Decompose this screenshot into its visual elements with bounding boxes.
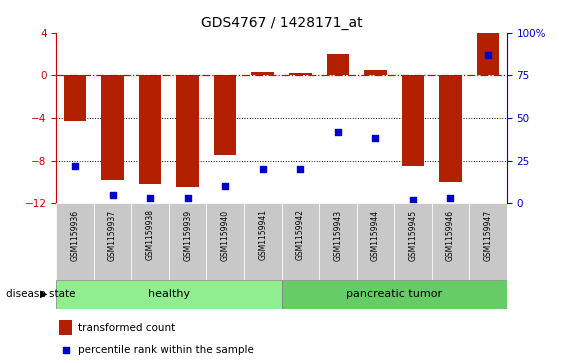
Bar bbox=[131, 203, 169, 280]
Bar bbox=[319, 203, 356, 280]
Bar bbox=[64, 75, 86, 121]
Bar bbox=[432, 203, 469, 280]
Bar bbox=[56, 280, 282, 309]
Bar bbox=[252, 72, 274, 75]
Text: GSM1159942: GSM1159942 bbox=[296, 209, 305, 260]
Bar bbox=[176, 75, 199, 187]
Point bbox=[70, 163, 79, 169]
Bar bbox=[282, 280, 507, 309]
Point bbox=[146, 195, 155, 201]
Point bbox=[258, 166, 267, 172]
Text: GSM1159936: GSM1159936 bbox=[70, 209, 79, 261]
Text: GSM1159943: GSM1159943 bbox=[333, 209, 342, 261]
Text: GSM1159945: GSM1159945 bbox=[408, 209, 417, 261]
Bar bbox=[56, 203, 94, 280]
Point bbox=[108, 192, 117, 197]
Text: pancreatic tumor: pancreatic tumor bbox=[346, 289, 442, 299]
Point bbox=[408, 197, 417, 203]
Bar bbox=[139, 75, 162, 184]
Text: GSM1159939: GSM1159939 bbox=[183, 209, 192, 261]
Text: percentile rank within the sample: percentile rank within the sample bbox=[78, 345, 254, 355]
Text: GSM1159947: GSM1159947 bbox=[484, 209, 493, 261]
Bar bbox=[207, 203, 244, 280]
Bar bbox=[244, 203, 282, 280]
Point bbox=[183, 195, 192, 201]
Bar bbox=[401, 75, 424, 166]
Bar bbox=[327, 54, 349, 75]
Point bbox=[333, 129, 342, 135]
Text: ▶: ▶ bbox=[41, 289, 48, 299]
Text: transformed count: transformed count bbox=[78, 323, 176, 333]
Bar bbox=[469, 203, 507, 280]
Bar bbox=[477, 33, 499, 75]
Bar bbox=[356, 203, 394, 280]
Text: GSM1159946: GSM1159946 bbox=[446, 209, 455, 261]
Point bbox=[371, 135, 380, 141]
Title: GDS4767 / 1428171_at: GDS4767 / 1428171_at bbox=[200, 16, 363, 30]
Point bbox=[446, 195, 455, 201]
Bar bbox=[282, 203, 319, 280]
Bar bbox=[364, 70, 387, 75]
Bar bbox=[439, 75, 462, 182]
Bar bbox=[101, 75, 124, 180]
Text: GSM1159940: GSM1159940 bbox=[221, 209, 230, 261]
Point bbox=[296, 166, 305, 172]
Text: GSM1159937: GSM1159937 bbox=[108, 209, 117, 261]
Bar bbox=[60, 320, 72, 335]
Point bbox=[221, 183, 230, 189]
Text: disease state: disease state bbox=[6, 289, 75, 299]
Point bbox=[484, 52, 493, 58]
Text: GSM1159944: GSM1159944 bbox=[371, 209, 380, 261]
Text: GSM1159941: GSM1159941 bbox=[258, 209, 267, 260]
Bar bbox=[214, 75, 236, 155]
Bar bbox=[289, 73, 311, 75]
Bar bbox=[169, 203, 207, 280]
Bar bbox=[394, 203, 432, 280]
Point bbox=[61, 347, 70, 353]
Text: healthy: healthy bbox=[148, 289, 190, 299]
Text: GSM1159938: GSM1159938 bbox=[146, 209, 155, 260]
Bar bbox=[94, 203, 131, 280]
